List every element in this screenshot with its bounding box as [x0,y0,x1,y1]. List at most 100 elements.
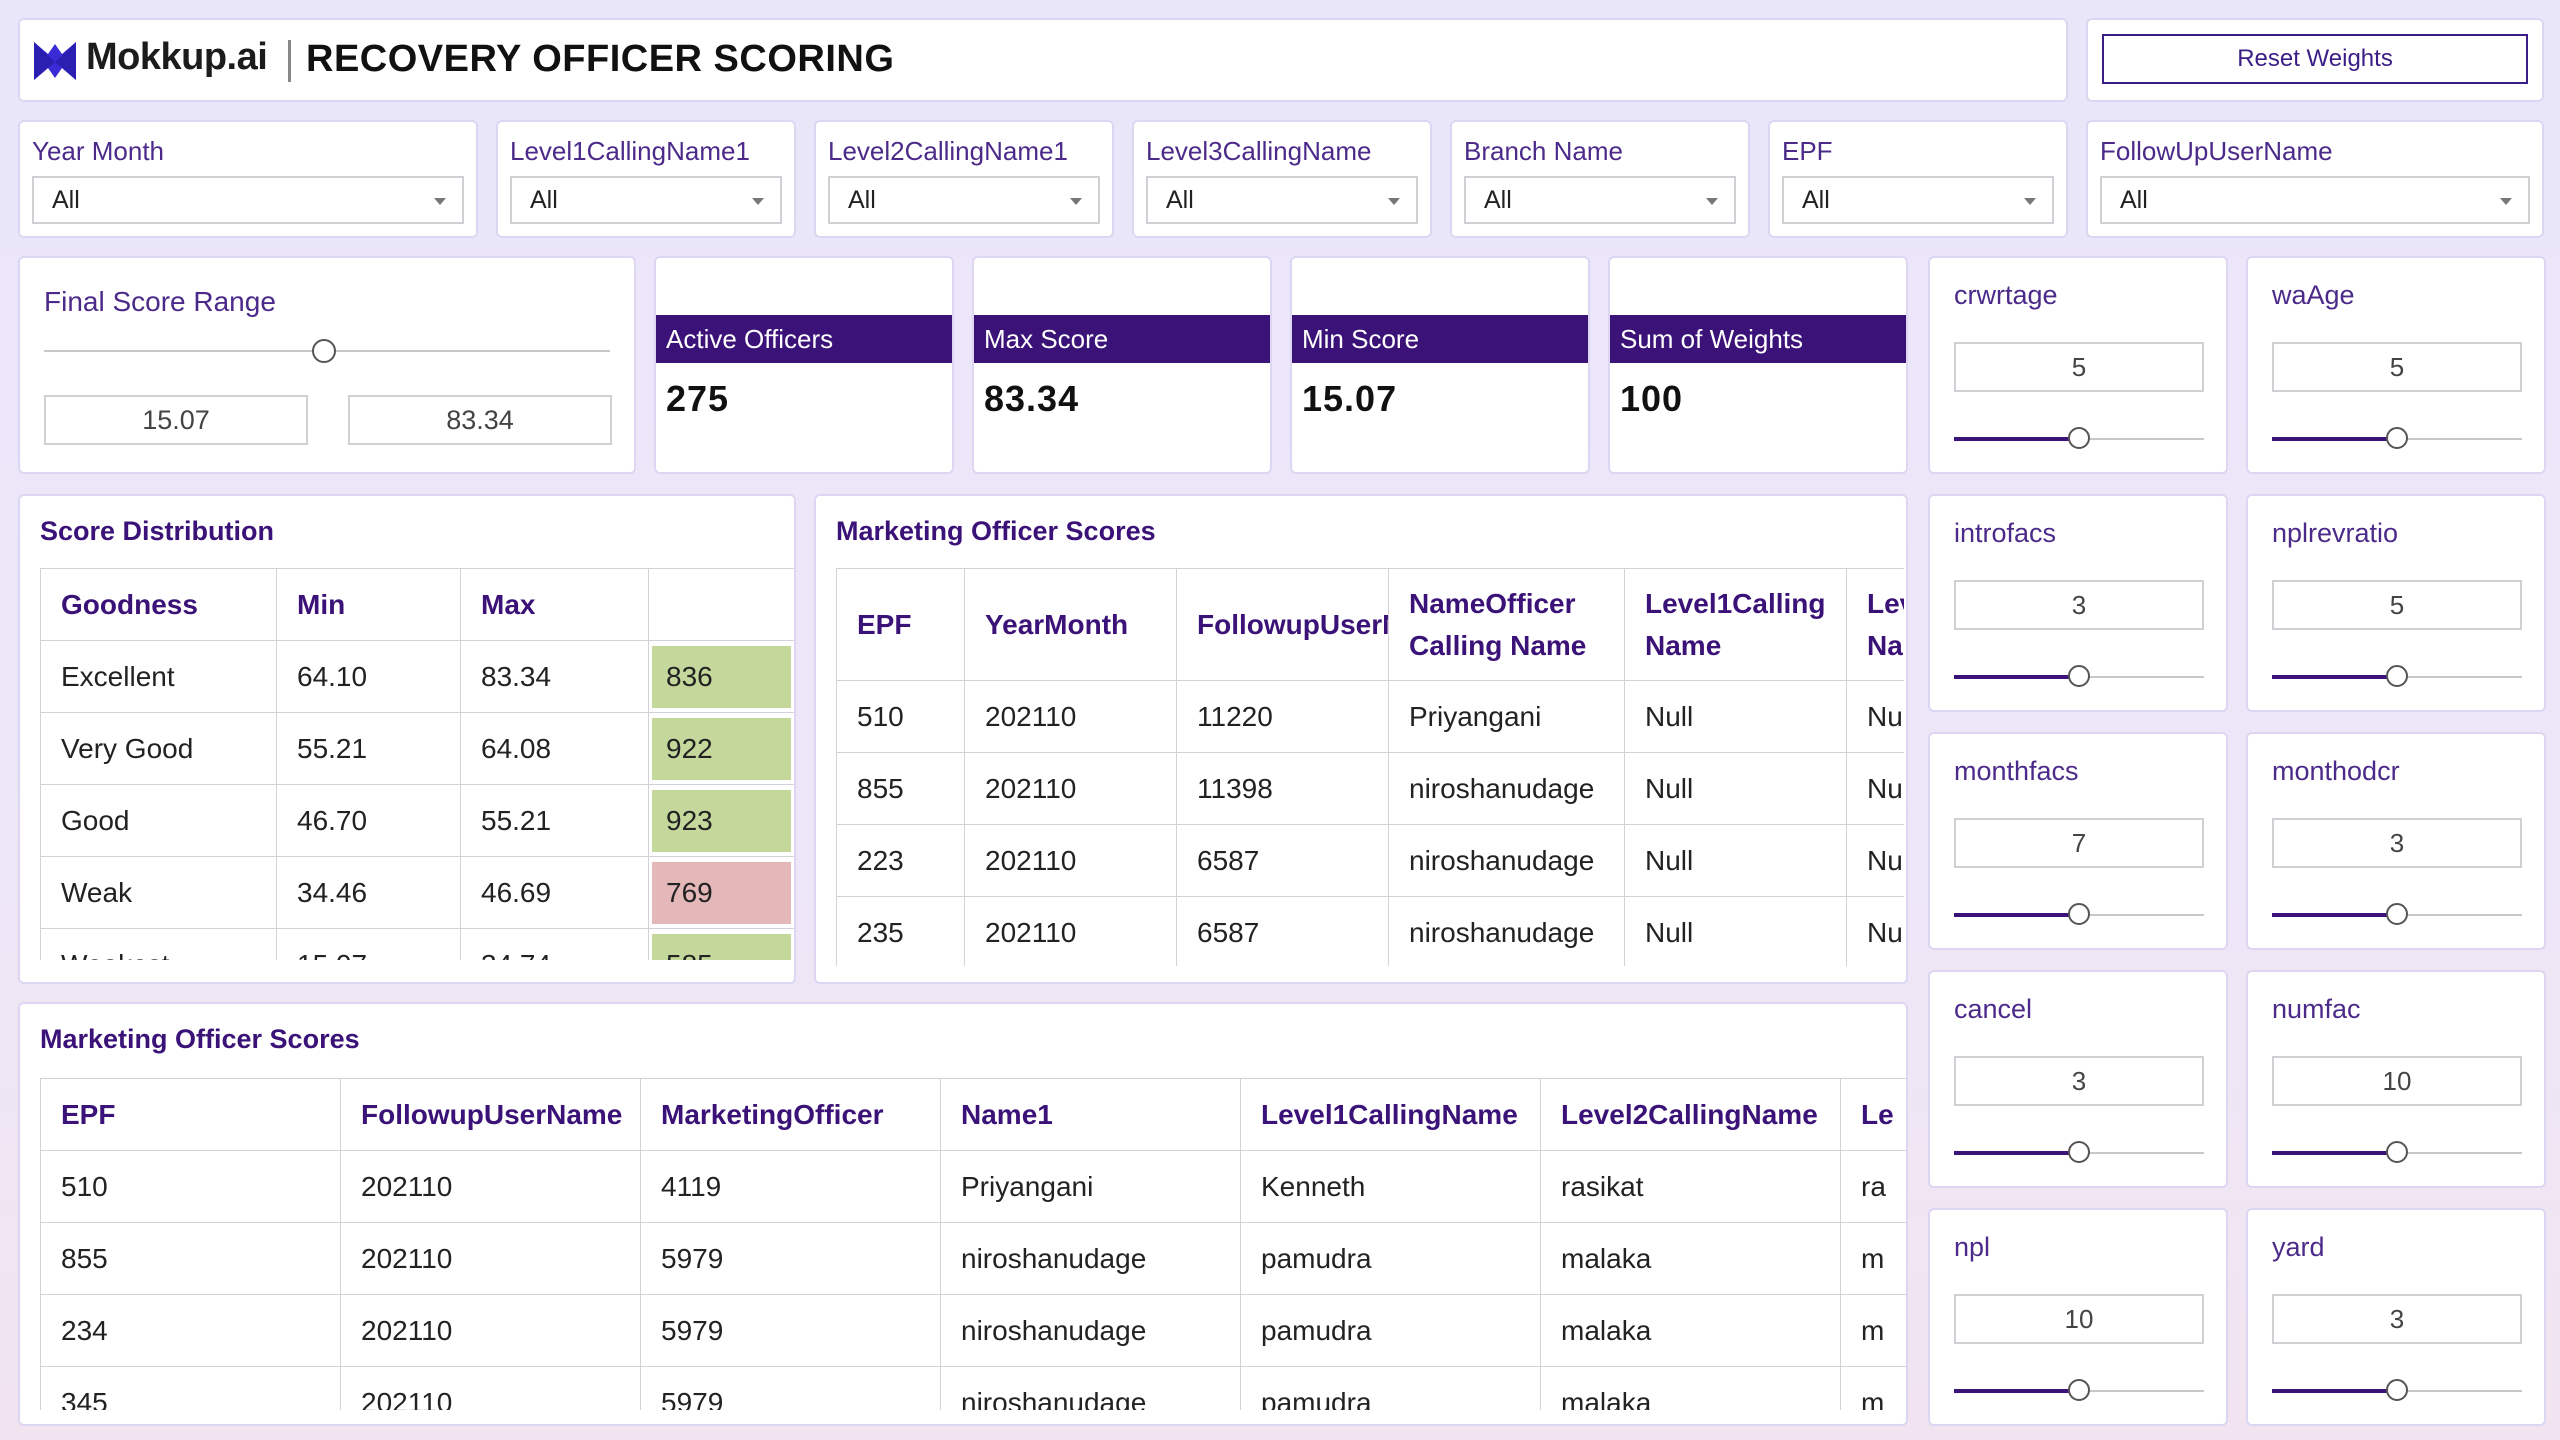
weight-input[interactable]: 3 [2272,1294,2522,1344]
column-header[interactable]: Le [1840,1078,1906,1151]
weight-card: monthfacs 7 [1928,732,2228,950]
weight-input[interactable]: 5 [2272,342,2522,392]
weight-slider-thumb[interactable] [2386,1141,2408,1163]
weight-slider-thumb[interactable] [2386,665,2408,687]
column-header[interactable]: FollowupUserName [340,1078,641,1151]
range-max-input[interactable]: 83.34 [348,395,612,445]
column-header[interactable]: MarketingOfficer [640,1078,941,1151]
weight-card: cancel 3 [1928,970,2228,1188]
table-row[interactable]: Very Good 55.21 64.08 922 [40,712,794,785]
score-distribution-table-wrap[interactable]: Goodness Min Max Excellent 64.10 83.34 836 Ver… [40,568,794,960]
weight-slider-thumb[interactable] [2068,427,2090,449]
table-row[interactable]: 345 202110 5979 niroshanudage pamudra malaka m [40,1366,1906,1410]
table-row[interactable]: 2232021106587niroshanudageNullNull [836,824,1904,897]
weight-slider-track[interactable] [1954,427,2204,449]
filter-card: Level3CallingName All [1132,120,1432,238]
filter-value: All [52,186,80,214]
table-row[interactable]: Good 46.70 55.21 923 [40,784,794,857]
table-cell: malaka [1540,1294,1841,1367]
chevron-down-icon [1070,198,1082,205]
weight-slider-track[interactable] [2272,1379,2522,1401]
weight-slider-track[interactable] [2272,1141,2522,1163]
count-cell: 769 [648,856,794,929]
table-row[interactable]: 85520211011398niroshanudageNullNull [836,752,1904,825]
weight-input[interactable]: 3 [1954,580,2204,630]
officer-scores-bottom-table-wrap[interactable]: EPF FollowupUserName MarketingOfficer Name1… [40,1078,1906,1410]
weight-slider-track[interactable] [1954,1141,2204,1163]
max-cell: 55.21 [460,784,649,857]
reset-weights-button[interactable]: Reset Weights [2102,34,2528,84]
reset-card: Reset Weights [2086,18,2544,102]
weight-input[interactable]: 5 [2272,580,2522,630]
column-header[interactable]: Level2CallingName [1540,1078,1841,1151]
filter-dropdown[interactable]: All [32,176,464,224]
filter-dropdown[interactable]: All [1146,176,1418,224]
chevron-down-icon [1388,198,1400,205]
column-header[interactable]: EPF [836,568,965,681]
weight-slider-thumb[interactable] [2068,1141,2090,1163]
column-header[interactable]: Level2 Name [1846,568,1904,681]
filter-dropdown[interactable]: All [1782,176,2054,224]
min-cell: 64.10 [276,640,461,713]
table-row[interactable]: Excellent 64.10 83.34 836 [40,640,794,713]
weight-input[interactable]: 3 [1954,1056,2204,1106]
column-header[interactable] [648,568,794,641]
column-header[interactable]: Min [276,568,461,641]
weight-slider-track[interactable] [1954,1379,2204,1401]
weight-slider-track[interactable] [2272,427,2522,449]
table-row[interactable]: Weakest15.0734.74585 [40,928,794,960]
column-header[interactable]: Level1CallingName [1240,1078,1541,1151]
range-min-input[interactable]: 15.07 [44,395,308,445]
min-cell: 34.46 [276,856,461,929]
table-row[interactable]: 855 202110 5979 niroshanudage pamudra malaka m [40,1222,1906,1295]
table-cell: pamudra [1240,1294,1541,1367]
weight-slider-fill [2272,437,2397,441]
column-header[interactable]: NameOfficer Calling Name [1388,568,1625,681]
column-header[interactable]: YearMonth [964,568,1177,681]
filter-label: Level1CallingName1 [510,136,750,166]
kpi-label: Max Score [974,315,1270,363]
column-header[interactable]: Goodness [40,568,277,641]
table-row[interactable]: 510 202110 4119 Priyangani Kenneth rasikat ra [40,1150,1906,1223]
count-bar: 769 [652,861,791,924]
table-row[interactable]: Weak 34.46 46.69 769 [40,856,794,929]
weight-slider-track[interactable] [2272,665,2522,687]
weight-slider-thumb[interactable] [2386,903,2408,925]
filter-dropdown[interactable]: All [2100,176,2530,224]
range-title: Final Score Range [44,286,276,317]
column-header[interactable]: Name1 [940,1078,1241,1151]
filter-dropdown[interactable]: All [828,176,1100,224]
weight-slider-thumb[interactable] [2068,665,2090,687]
filter-dropdown[interactable]: All [1464,176,1736,224]
column-header[interactable]: EPF [40,1078,341,1151]
weight-slider-thumb[interactable] [2386,1379,2408,1401]
column-header[interactable]: FollowupUserName [1176,568,1389,681]
weight-input[interactable]: 10 [2272,1056,2522,1106]
filter-label: Branch Name [1464,136,1623,166]
officer-scores-top-table-wrap[interactable]: EPFYearMonthFollowupUserNameNameOfficer … [836,568,1904,966]
table-row[interactable]: 234 202110 5979 niroshanudage pamudra malaka m [40,1294,1906,1367]
range-slider-thumb[interactable] [312,339,336,363]
table-row[interactable]: 2352021106587niroshanudageNullNull [836,896,1904,966]
filter-dropdown[interactable]: All [510,176,782,224]
column-header[interactable]: Max [460,568,649,641]
weight-slider-track[interactable] [1954,665,2204,687]
weight-slider-fill [1954,675,2079,679]
weight-slider-thumb[interactable] [2386,427,2408,449]
table-cell: Null [1846,896,1904,966]
weight-slider-track[interactable] [1954,903,2204,925]
weight-input[interactable]: 5 [1954,342,2204,392]
filter-card: Year Month All [18,120,478,238]
weight-input[interactable]: 7 [1954,818,2204,868]
weight-slider-fill [2272,675,2397,679]
column-header[interactable]: Level1Calling Name [1624,568,1847,681]
table-row[interactable]: 51020211011220PriyanganiNullNull [836,680,1904,753]
weight-slider-thumb[interactable] [2068,903,2090,925]
weight-input[interactable]: 3 [2272,818,2522,868]
weight-slider-track[interactable] [2272,903,2522,925]
weight-slider-thumb[interactable] [2068,1379,2090,1401]
title-separator [288,40,291,82]
weight-input[interactable]: 10 [1954,1294,2204,1344]
weight-slider-fill [1954,1389,2079,1393]
table-cell: Null [1624,680,1847,753]
